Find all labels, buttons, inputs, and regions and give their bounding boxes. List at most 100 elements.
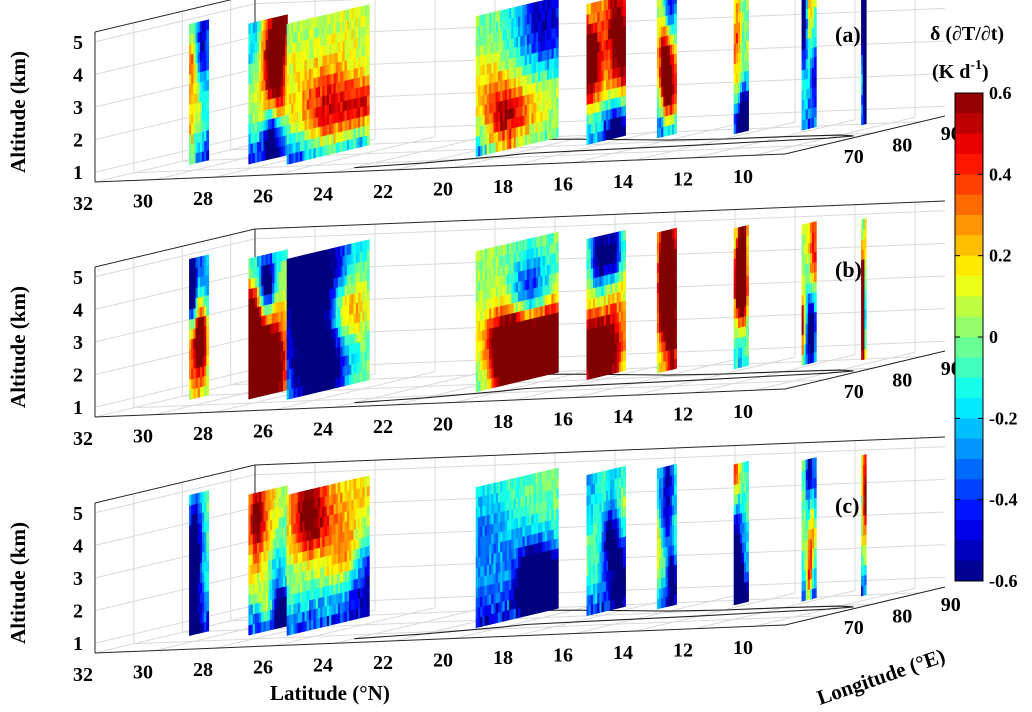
- slice-cell: [475, 75, 479, 87]
- slice-cell: [522, 249, 526, 261]
- slice-cell: [497, 100, 501, 112]
- slice-cell: [335, 592, 339, 605]
- slice-cell: [590, 307, 594, 319]
- slice-cell: [349, 499, 352, 511]
- slice-cell: [276, 96, 280, 108]
- slice-cell: [661, 310, 664, 323]
- slice-cell: [311, 67, 315, 79]
- slice-cell: [353, 568, 357, 580]
- slice-cell: [746, 19, 749, 32]
- slice-cell: [342, 335, 346, 347]
- slice-cell: [331, 12, 335, 24]
- slice-cell: [597, 131, 601, 143]
- slice-cell: [661, 35, 664, 48]
- slice-cell: [357, 477, 361, 489]
- slice-cell: [191, 338, 194, 350]
- slice-cell: [355, 507, 359, 520]
- latitude-tick-label: 18: [493, 176, 513, 198]
- slice-cell: [529, 133, 533, 145]
- slice-cell: [342, 140, 346, 152]
- slice-cell: [333, 493, 337, 505]
- slice-cell: [540, 345, 544, 357]
- slice-cell: [360, 250, 364, 263]
- slice-cell: [342, 531, 346, 543]
- slice-cell: [261, 571, 265, 583]
- slice-cell: [475, 320, 479, 333]
- slice-cell: [553, 107, 557, 119]
- slice-cell: [313, 508, 317, 520]
- slice-cell: [288, 142, 292, 155]
- slice-cell: [515, 76, 519, 88]
- slice-cell: [269, 528, 273, 541]
- slice-cell: [531, 247, 535, 259]
- slice-cell: [669, 228, 673, 241]
- slice-cell: [349, 589, 352, 601]
- slice-cell: [306, 599, 310, 611]
- slice-cell: [500, 19, 504, 32]
- slice-cell: [248, 534, 252, 546]
- slice-cell: [524, 299, 528, 311]
- slice-cell: [263, 550, 267, 562]
- slice-cell: [482, 24, 486, 36]
- slice-cell: [667, 24, 671, 36]
- slice-cell: [807, 0, 811, 9]
- slice-cell: [807, 322, 811, 334]
- slice-cell: [618, 351, 622, 363]
- slice-cell: [346, 139, 350, 151]
- slice-cell: [308, 529, 312, 541]
- slice-cell: [555, 76, 559, 88]
- slice-cell: [349, 78, 352, 90]
- slice-cell: [801, 314, 805, 326]
- slice-cell: [269, 37, 273, 50]
- slice-cell: [265, 18, 269, 31]
- slice-cell: [335, 141, 339, 154]
- slice-cell: [328, 318, 332, 330]
- slice-cell: [272, 608, 275, 620]
- slice-cell: [522, 84, 526, 96]
- slice-cell: [669, 288, 673, 301]
- slice-cell: [353, 518, 357, 530]
- slice-cell: [263, 500, 267, 512]
- slice-cell: [495, 316, 499, 328]
- slice-cell: [256, 386, 260, 398]
- slice-cell: [601, 254, 605, 267]
- slice-cell: [199, 531, 203, 544]
- slice-cell: [520, 360, 524, 372]
- slice-cell: [204, 355, 207, 367]
- slice-cell: [269, 138, 273, 150]
- slice-cell: [355, 538, 359, 550]
- slice-cell: [337, 41, 341, 53]
- slice-cell: [267, 529, 271, 541]
- slice-cell: [658, 271, 662, 283]
- slice-cell: [592, 122, 596, 134]
- slice-cell: [509, 252, 512, 264]
- slice-cell: [360, 597, 364, 609]
- slice-cell: [366, 369, 370, 381]
- slice-cell: [746, 284, 749, 297]
- slice-cell: [297, 551, 301, 564]
- slice-cell: [282, 585, 286, 598]
- slice-cell: [331, 553, 335, 566]
- slice-cell: [586, 308, 590, 320]
- slice-cell: [861, 0, 864, 6]
- slice-cell: [733, 337, 737, 350]
- slice-cell: [741, 315, 745, 328]
- slice-cell: [297, 315, 301, 328]
- slice-cell: [475, 115, 479, 128]
- slice-cell: [509, 292, 512, 305]
- slice-cell: [349, 479, 352, 491]
- slice-cell: [276, 587, 280, 599]
- slice-cell: [308, 138, 312, 150]
- slice-cell: [342, 481, 346, 493]
- slice-cell: [658, 311, 662, 323]
- slice-cell: [360, 546, 364, 559]
- slice-cell: [274, 577, 278, 590]
- slice-cell: [484, 103, 488, 115]
- slice-cell: [555, 26, 559, 38]
- slice-cell: [551, 57, 555, 70]
- slice-cell: [269, 599, 273, 611]
- slice-cell: [340, 140, 344, 153]
- slice-cell: [342, 315, 346, 327]
- slice-cell: [250, 337, 254, 349]
- slice-cell: [502, 119, 506, 131]
